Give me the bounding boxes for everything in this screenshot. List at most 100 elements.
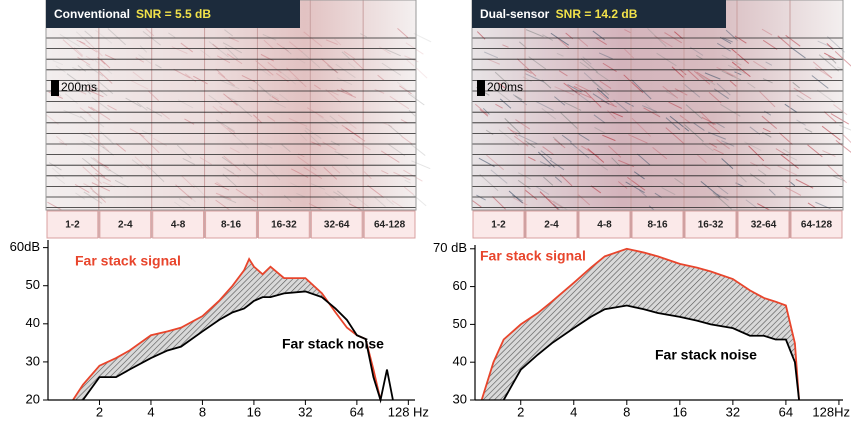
seismic-trace (726, 72, 734, 77)
seismic-trace (135, 57, 145, 63)
seismic-trace (647, 28, 667, 48)
seismic-trace (325, 88, 341, 103)
seismic-trace (498, 129, 520, 146)
seismic-trace (382, 122, 393, 128)
seismic-trace (577, 194, 591, 206)
seismic-trace (624, 101, 634, 107)
seismic-trace (818, 54, 839, 72)
seismic-trace (717, 42, 731, 52)
seismic-trace (333, 191, 341, 197)
seismic-trace (184, 118, 195, 125)
x-tick-label: 2 (517, 404, 524, 419)
seismic-trace (693, 122, 705, 131)
y-tick-label: 30 (453, 391, 467, 406)
seismic-trace (381, 170, 389, 175)
seismic-trace (747, 82, 756, 89)
seismic-panel: Dual-sensor SNR = 14.2 dB 200ms 1-2 2-4 4-8 8-… (471, 0, 851, 239)
seismic-trace (87, 85, 96, 92)
seismic-trace (577, 133, 590, 141)
seismic-trace (502, 44, 509, 48)
y-tick-label: 20 (26, 391, 40, 406)
series-area (82, 291, 393, 400)
x-tick-label: 8 (199, 404, 206, 419)
seismic-trace (408, 109, 416, 117)
seismic-trace (554, 138, 566, 149)
seismic-trace (822, 150, 836, 157)
seismic-trace (222, 42, 243, 54)
band-label: 32-64 (751, 220, 777, 231)
seismic-trace (617, 181, 628, 189)
seismic-trace (131, 159, 143, 168)
seismic-trace (699, 74, 716, 86)
seismic-trace (234, 101, 253, 118)
seismic-trace (671, 66, 684, 78)
seismic-trace (88, 114, 105, 128)
seismic-trace (541, 79, 552, 89)
seismic-trace (76, 39, 86, 45)
seismic-trace (98, 70, 113, 84)
seismic-trace (263, 164, 281, 181)
seismic-trace (804, 127, 813, 133)
seismic-trace (381, 62, 402, 76)
seismic-trace (591, 158, 609, 171)
seismic-trace (828, 55, 837, 64)
seismic-trace (507, 126, 519, 137)
seismic-trace (785, 34, 801, 47)
band-box (152, 210, 205, 239)
seismic-image (46, 0, 416, 210)
band-box (631, 210, 684, 239)
seismic-trace (47, 201, 63, 211)
band-box (257, 210, 310, 239)
seismic-trace (682, 83, 701, 98)
seismic-trace (384, 48, 401, 57)
seismic-trace (403, 186, 414, 195)
x-tick-label: 2 (96, 404, 103, 419)
band-box (363, 210, 416, 239)
seismic-trace (345, 127, 366, 142)
band-label: 4-8 (171, 220, 186, 231)
scale-bar (477, 80, 485, 96)
series-line (480, 247, 800, 401)
band-label: 16-32 (271, 220, 297, 231)
seismic-trace (145, 27, 155, 37)
seismic-trace (199, 157, 212, 165)
seismic-trace (278, 69, 297, 85)
seismic-trace (223, 155, 241, 172)
seismic-trace (331, 165, 341, 174)
seismic-trace (674, 31, 683, 40)
seismic-trace (712, 192, 732, 210)
seismic-image (472, 0, 843, 210)
seismic-trace (299, 133, 308, 141)
seismic-trace (598, 52, 613, 60)
seismic-trace (227, 127, 236, 134)
seismic-trace (713, 88, 729, 100)
seismic-trace (235, 188, 256, 203)
seismic-trace (608, 145, 622, 158)
seismic-trace (283, 194, 292, 203)
seismic-trace (336, 77, 353, 86)
seismic-trace (62, 39, 83, 58)
series-label: Far stack signal (75, 253, 181, 269)
seismic-trace (550, 32, 569, 46)
seismic-trace (255, 60, 274, 76)
band-box (310, 210, 363, 239)
y-tick-label: 70 dB (433, 240, 467, 255)
y-tick-label: 40 (453, 354, 467, 369)
seismic-trace (757, 169, 767, 176)
series-line (502, 304, 800, 401)
seismic-trace (811, 75, 829, 89)
seismic-trace (548, 198, 564, 209)
seismic-trace (731, 61, 751, 78)
seismic-trace (716, 66, 736, 77)
seismic-trace (624, 48, 635, 59)
seismic-trace (627, 176, 646, 191)
seismic-trace (54, 175, 66, 185)
seismic-trace (834, 50, 851, 67)
seismic-trace (81, 157, 93, 167)
seismic-trace (487, 58, 500, 65)
seismic-trace (816, 89, 835, 103)
panel-border (45, 0, 417, 211)
seismic-trace (595, 71, 611, 82)
scale-bar (51, 80, 59, 96)
seismic-trace (171, 46, 188, 55)
